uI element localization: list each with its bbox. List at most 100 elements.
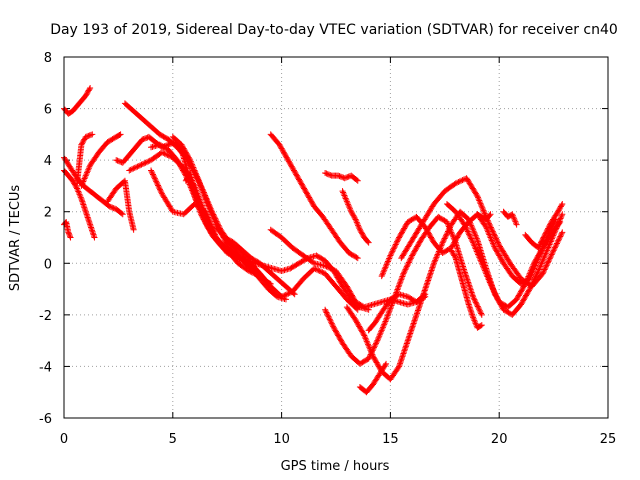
data-point-marker [468,223,475,230]
data-point-marker [383,261,390,268]
data-point-marker [338,337,345,344]
data-point-marker [343,283,350,290]
data-point-marker [493,235,499,242]
data-point-marker [471,296,478,303]
data-point-marker [464,227,471,234]
data-point-marker [442,234,449,241]
data-point-marker [354,220,361,227]
data-point-marker [352,216,359,223]
data-point-marker [424,228,431,235]
data-point-marker [554,239,561,246]
data-point-marker [512,220,519,227]
data-point-marker [541,266,548,273]
data-point-marker [510,214,517,221]
data-point-marker [352,317,359,324]
data-point-marker [142,159,149,166]
data-point-marker [489,228,496,235]
data-point-marker [475,251,482,258]
data-point-marker [133,164,140,171]
data-point-marker [182,148,189,155]
data-point-marker [387,305,394,312]
data-point-marker [206,226,213,233]
data-point-marker [378,327,385,334]
data-point-marker [327,265,334,272]
data-point-marker [356,324,363,331]
data-point-marker [525,287,532,294]
data-point-marker [489,227,496,234]
data-point-marker [492,234,499,241]
data-point-marker [346,287,353,294]
y-tick-label: 6 [44,103,52,118]
data-point-marker [130,165,137,172]
data-point-marker [398,276,405,283]
data-point-marker [537,239,544,246]
data-point-marker [557,233,564,240]
data-point-marker [77,194,84,201]
data-point-marker [526,270,533,277]
data-point-marker [403,221,410,228]
data-point-marker [379,324,386,331]
data-point-marker [388,251,395,258]
data-point-marker [331,326,338,333]
data-point-marker [454,179,461,186]
data-point-marker [344,199,351,206]
data-point-marker [91,234,98,241]
data-point-marker [401,224,408,231]
y-tick-label: -6 [39,412,52,427]
data-point-marker [546,222,553,229]
data-point-marker [549,248,556,255]
data-point-marker [488,282,495,289]
data-point-marker [470,228,477,235]
data-point-marker [534,253,541,260]
data-point-marker [551,244,558,251]
data-point-marker [537,263,544,270]
data-point-marker [300,184,307,191]
data-point-marker [211,217,218,224]
data-point-marker [531,258,538,265]
data-point-marker [141,160,148,167]
data-point-marker [524,289,531,296]
data-point-marker [153,179,160,186]
data-point-marker [389,248,396,255]
data-point-marker [543,229,550,236]
data-point-marker [389,301,396,308]
data-point-marker [559,229,566,236]
data-point-marker [330,324,337,331]
data-point-marker [80,177,87,184]
data-point-marker [491,232,498,239]
data-point-marker [185,179,192,186]
data-point-marker [294,173,301,180]
data-point-marker [535,252,542,259]
data-point-marker [490,229,497,236]
data-point-marker [327,172,334,179]
data-point-marker [202,218,209,225]
data-point-marker [158,149,165,156]
data-series [322,213,485,367]
data-point-marker [544,245,551,252]
data-point-marker [374,360,381,367]
data-point-marker [480,207,487,214]
data-point-marker [529,263,536,270]
data-point-marker [394,237,401,244]
data-point-marker [372,341,379,348]
data-point-marker [368,350,375,357]
data-point-marker [182,149,189,156]
data-point-marker [85,166,92,173]
data-point-marker [383,315,390,322]
data-point-marker [380,268,387,275]
data-point-marker [524,276,531,283]
data-point-marker [474,193,481,200]
data-point-marker [559,211,566,218]
data-point-marker [197,207,204,214]
data-point-marker [494,249,501,256]
data-point-marker [471,229,478,236]
data-point-marker [201,216,208,223]
data-point-marker [82,133,89,140]
data-point-marker [199,210,206,217]
data-point-marker [179,167,186,174]
data-point-marker [351,296,358,303]
data-point-marker [470,293,477,300]
data-point-marker [65,230,72,237]
data-point-marker [109,204,116,211]
data-point-marker [414,242,421,249]
